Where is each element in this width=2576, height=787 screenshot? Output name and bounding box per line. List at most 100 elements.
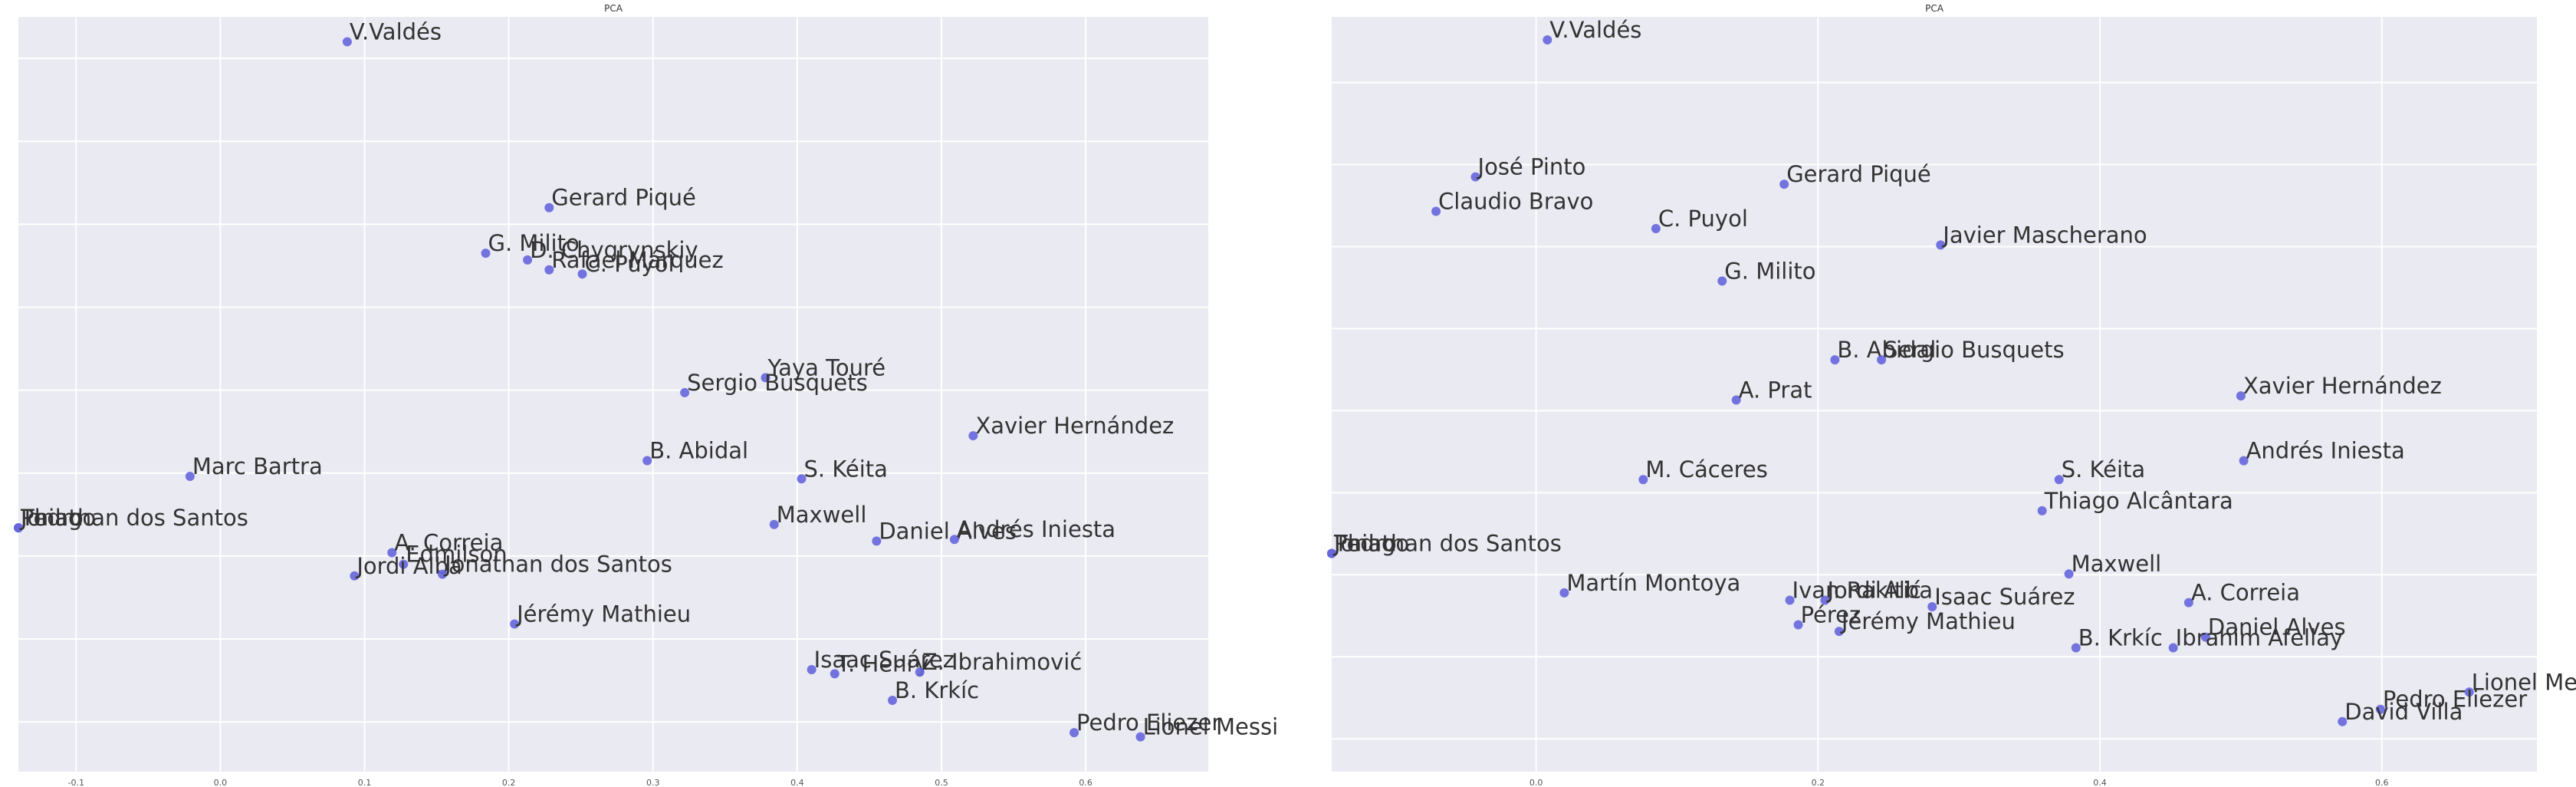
data-point [510,619,520,629]
data-point [949,535,959,545]
plot-background [18,17,1208,772]
data-point-label: Daniel Alves [2208,614,2346,640]
plot-background [1332,17,2537,772]
data-point-label: S. Kéita [803,456,887,482]
data-point [1834,627,1844,637]
data-point [523,255,533,265]
data-point [769,519,779,529]
x-tick-label: -0.1 [68,778,84,787]
data-point-label: C. Puyol [1658,206,1748,232]
data-point-label: Javier Mascherano [1941,222,2147,248]
data-point [2054,475,2064,485]
data-point [399,559,409,569]
data-point [1731,395,1741,405]
pca-chart-right: PCA 0.0 0.2 0.4 0.6 V.Valdés José Pinto Gerard … [1288,0,2576,787]
pca-scatter-right-svg: PCA 0.0 0.2 0.4 0.6 V.Valdés José Pinto Gerard … [1327,3,2576,787]
data-point-label: Jordi Alba [1826,577,1933,603]
data-point [888,696,898,706]
data-point-label: Lionel Messi [1143,714,1279,740]
data-point-label: V.Valdés [1549,17,1641,43]
data-point-label: Sergio Busquets [687,370,868,396]
data-point [797,474,807,484]
data-point [2338,716,2348,726]
data-point-label: Isaac Suárez [814,647,955,673]
data-point-label: Ibrahim Afellay [2176,624,2343,650]
data-point-label: Rafael Márquez [551,247,723,273]
data-point [1431,206,1441,216]
data-point-label: David Villa [2344,699,2463,725]
data-point-label: C. Puyol [585,251,675,277]
data-point-label: Lionel Messi [2472,669,2576,695]
data-point-label: José Pinto [1477,154,1586,180]
data-point-label: Xavier Hernández [2243,373,2442,399]
x-tick-label: 0.5 [935,778,948,787]
data-point [2200,632,2210,642]
data-point-label: Thiago [20,505,96,531]
x-tick-label: 0.3 [646,778,660,787]
data-point [872,536,882,546]
data-point [2071,643,2081,653]
data-point [2236,391,2246,401]
x-tick-label: 0.4 [790,778,804,787]
data-point-label: Jérémy Mathieu [1840,608,2016,634]
x-tick-label: 0.0 [1530,778,1543,787]
data-point [642,456,652,466]
data-point [577,269,587,279]
data-point-label: Jonathan dos Santos [1332,530,1562,556]
data-point-label: A. Prat [1739,377,1812,403]
data-point [830,669,840,679]
data-point-label: Claudio Bravo [1438,188,1593,214]
data-point-label: B. Abidal [1837,337,1936,363]
data-point-label: Pedro [1334,530,1397,556]
data-point [14,523,23,533]
data-point [1936,240,1946,250]
data-point [1135,732,1145,742]
data-point [807,664,816,674]
data-point [1830,355,1840,365]
data-point-label: Maxwell [2072,551,2162,577]
data-point [438,569,448,579]
data-point [1651,223,1661,233]
x-tick-label: 0.6 [2375,778,2389,787]
data-point-label: Thiago Alcântara [2044,488,2233,514]
data-point-label: Gerard Piqué [551,185,696,211]
data-point [2037,505,2047,515]
data-point-label: Z. Ibrahimović [922,649,1083,675]
data-point-label: Martín Montoya [1566,570,1740,596]
data-point [544,265,554,275]
data-point [1638,475,1648,485]
data-point-label: Edmilson [406,542,507,568]
data-point-label: Isaac Suárez [1934,584,2075,610]
data-point-label: Andrés Iniesta [2246,438,2405,464]
data-point-label: B. Krkíc [2078,624,2163,650]
data-point [1820,595,1830,605]
data-point-label: T. Henry [836,650,929,677]
data-point-label: Marc Bartra [192,453,323,479]
data-point-label: A. Correia [2191,580,2300,606]
data-point [544,203,554,212]
data-point-label: Daniel Alves [879,518,1017,544]
data-point-label: Jonathan dos Santos [443,552,672,578]
data-point-label: Pedro Eliezer [1076,710,1221,736]
data-point [968,431,978,441]
data-point [680,387,690,397]
data-point [1717,276,1727,286]
data-point [350,571,360,581]
data-point [2168,643,2178,653]
data-point [1793,620,1803,630]
data-point [481,249,491,258]
data-point [2375,704,2385,714]
chart-title: PCA [1925,3,1944,14]
data-point [1785,595,1795,605]
data-point-label: G. Milito [488,230,580,256]
data-point-label: Ivan Rakitić [1792,577,1922,603]
data-point [342,37,352,47]
data-point [1559,588,1569,598]
data-point-label: S. Kéita [2062,456,2145,482]
data-point [2239,456,2249,466]
data-point [1927,602,1937,612]
data-point-label: Gerard Piqué [1786,161,1931,187]
data-point [2464,687,2474,697]
data-point [185,472,195,482]
x-tick-label: 0.2 [1812,778,1825,787]
